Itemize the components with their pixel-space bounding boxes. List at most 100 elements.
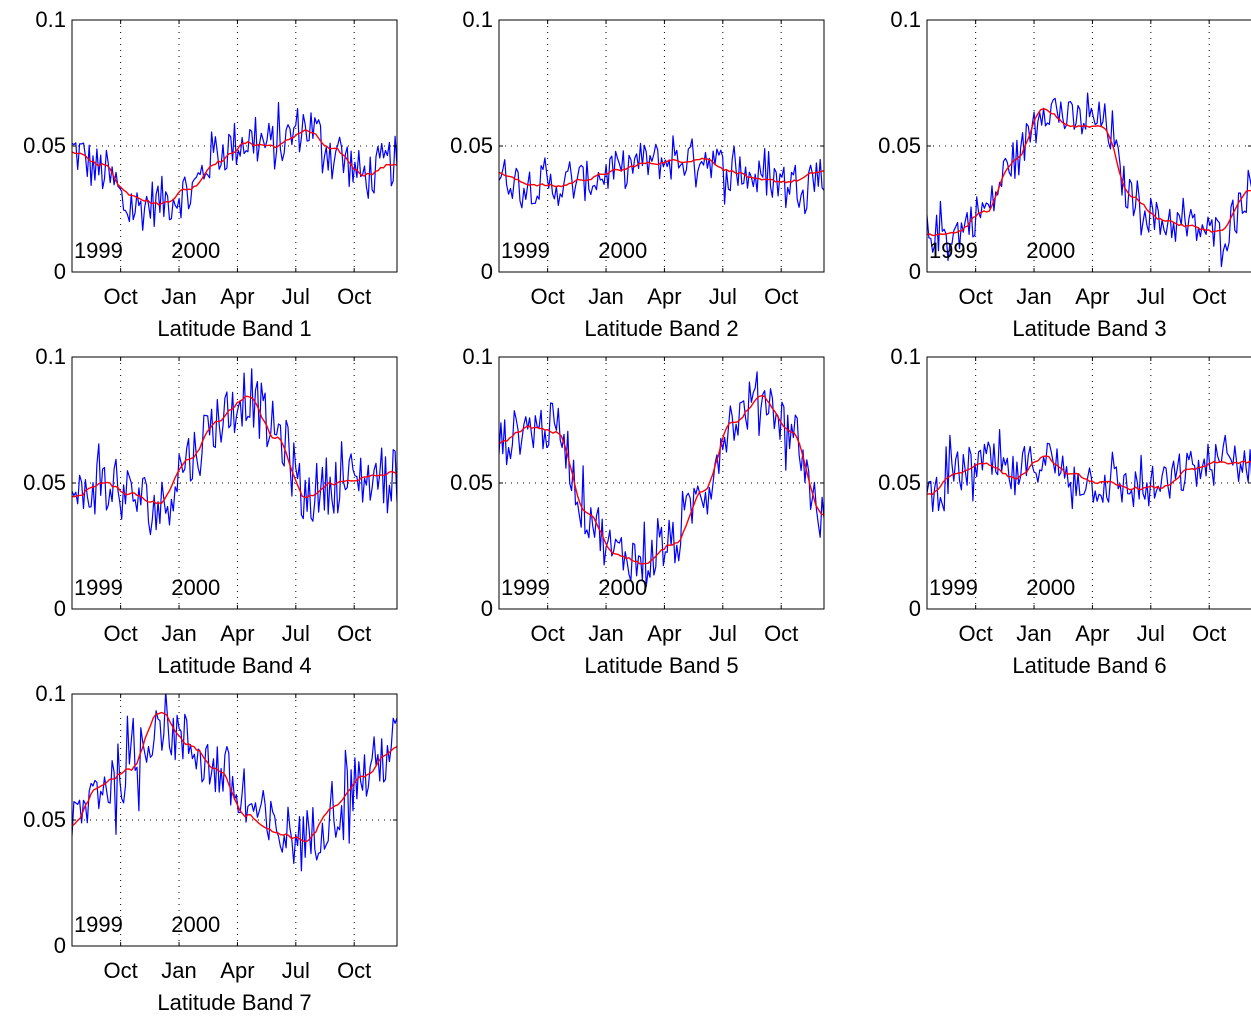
subplot-band-5: 0 0.05 0.1 Oct Jan Apr Jul Oct 1999 2000 Latitude …: [450, 344, 825, 678]
y-tick-label: 0.1: [35, 344, 66, 369]
x-tick-label: Oct: [104, 958, 138, 983]
series-line-smoothed: [499, 157, 824, 188]
y-tick-label: 0.05: [878, 133, 921, 158]
x-tick-label: Jul: [282, 958, 310, 983]
x-tick-label: Oct: [764, 284, 798, 309]
series-group: [72, 368, 397, 536]
y-tick-label: 0.05: [878, 470, 921, 495]
x-tick-label: Oct: [104, 284, 138, 309]
x-tick-label: Oct: [531, 621, 565, 646]
y-tick-label: 0.1: [890, 344, 921, 369]
x-tick-label: Jul: [709, 621, 737, 646]
x-tick-label: Jul: [1137, 621, 1165, 646]
x-tick-label: Jan: [1016, 621, 1051, 646]
year-label: 2000: [598, 575, 647, 600]
y-tick-label: 0: [909, 596, 921, 621]
panel-title: Latitude Band 5: [584, 653, 738, 678]
series-line-smoothed: [927, 108, 1251, 237]
subplot-band-7: 0 0.05 0.1 Oct Jan Apr Jul Oct 1999 2000 Latitude …: [23, 681, 398, 1015]
y-tick-label: 0.05: [450, 133, 493, 158]
x-tick-label: Apr: [220, 958, 254, 983]
x-tick-label: Oct: [531, 284, 565, 309]
series-line-raw: [72, 101, 397, 231]
panel-title: Latitude Band 1: [157, 316, 311, 341]
y-tick-label: 0: [54, 933, 66, 958]
x-tick-label: Jul: [282, 284, 310, 309]
series-line-smoothed: [72, 129, 397, 206]
series-line-smoothed: [499, 395, 824, 565]
y-tick-label: 0.05: [23, 470, 66, 495]
x-tick-label: Apr: [1075, 284, 1109, 309]
x-tick-label: Apr: [1075, 621, 1109, 646]
x-tick-label: Jan: [161, 958, 196, 983]
y-tick-label: 0.05: [23, 807, 66, 832]
x-tick-label: Oct: [337, 958, 371, 983]
year-label: 1999: [74, 238, 123, 263]
year-label: 1999: [74, 912, 123, 937]
x-tick-label: Oct: [1192, 284, 1226, 309]
y-tick-label: 0.05: [23, 133, 66, 158]
x-tick-label: Jul: [1137, 284, 1165, 309]
year-label: 2000: [171, 912, 220, 937]
series-line-raw: [499, 135, 824, 215]
year-label: 1999: [74, 575, 123, 600]
y-tick-label: 0: [909, 259, 921, 284]
series-line-raw: [927, 429, 1251, 513]
subplot-band-2: 0 0.05 0.1 Oct Jan Apr Jul Oct 1999 2000 Latitude …: [450, 7, 825, 341]
year-label: 2000: [598, 238, 647, 263]
y-tick-label: 0.1: [462, 7, 493, 32]
y-tick-label: 0.1: [462, 344, 493, 369]
series-group: [499, 135, 824, 215]
x-tick-label: Oct: [959, 284, 993, 309]
subplot-band-3: 0 0.05 0.1 Oct Jan Apr Jul Oct 1999 2000 Latitude …: [878, 7, 1251, 341]
panel-title: Latitude Band 2: [584, 316, 738, 341]
series-group: [927, 92, 1251, 268]
x-tick-label: Apr: [220, 621, 254, 646]
x-tick-label: Oct: [337, 284, 371, 309]
year-label: 1999: [501, 238, 550, 263]
x-tick-label: Jan: [588, 284, 623, 309]
y-tick-label: 0.1: [35, 7, 66, 32]
x-tick-label: Apr: [220, 284, 254, 309]
y-tick-label: 0.05: [450, 470, 493, 495]
year-label: 1999: [501, 575, 550, 600]
x-tick-label: Jan: [588, 621, 623, 646]
y-tick-label: 0: [481, 596, 493, 621]
x-tick-label: Oct: [959, 621, 993, 646]
y-tick-label: 0: [481, 259, 493, 284]
year-label: 2000: [171, 238, 220, 263]
subplot-band-4: 0 0.05 0.1 Oct Jan Apr Jul Oct 1999 2000 Latitude …: [23, 344, 398, 678]
x-tick-label: Oct: [1192, 621, 1226, 646]
x-tick-label: Jul: [282, 621, 310, 646]
series-line-smoothed: [72, 395, 397, 505]
x-tick-label: Jul: [709, 284, 737, 309]
series-group: [72, 101, 397, 231]
panel-title: Latitude Band 4: [157, 653, 311, 678]
panel-title: Latitude Band 7: [157, 990, 311, 1015]
x-tick-label: Jan: [1016, 284, 1051, 309]
x-tick-label: Jan: [161, 621, 196, 646]
series-group: [927, 429, 1251, 513]
year-label: 1999: [929, 575, 978, 600]
year-label: 2000: [1026, 238, 1075, 263]
x-tick-label: Oct: [104, 621, 138, 646]
x-tick-label: Apr: [647, 621, 681, 646]
x-tick-label: Oct: [337, 621, 371, 646]
x-tick-label: Jan: [161, 284, 196, 309]
year-label: 1999: [929, 238, 978, 263]
subplot-band-1: 0 0.05 0.1 Oct Jan Apr Jul Oct 1999 2000 Latitude …: [23, 7, 398, 341]
series-line-raw: [499, 371, 824, 588]
series-line-smoothed: [72, 711, 397, 843]
series-line-raw: [72, 368, 397, 536]
series-group: [499, 371, 824, 588]
series-group: [72, 694, 397, 872]
y-tick-label: 0.1: [890, 7, 921, 32]
subplot-band-6: 0 0.05 0.1 Oct Jan Apr Jul Oct 1999 2000 Latitude …: [878, 344, 1251, 678]
x-tick-label: Oct: [764, 621, 798, 646]
year-label: 2000: [1026, 575, 1075, 600]
panel-title: Latitude Band 3: [1012, 316, 1166, 341]
y-tick-label: 0.1: [35, 681, 66, 706]
y-tick-label: 0: [54, 596, 66, 621]
series-line-raw: [72, 694, 397, 872]
